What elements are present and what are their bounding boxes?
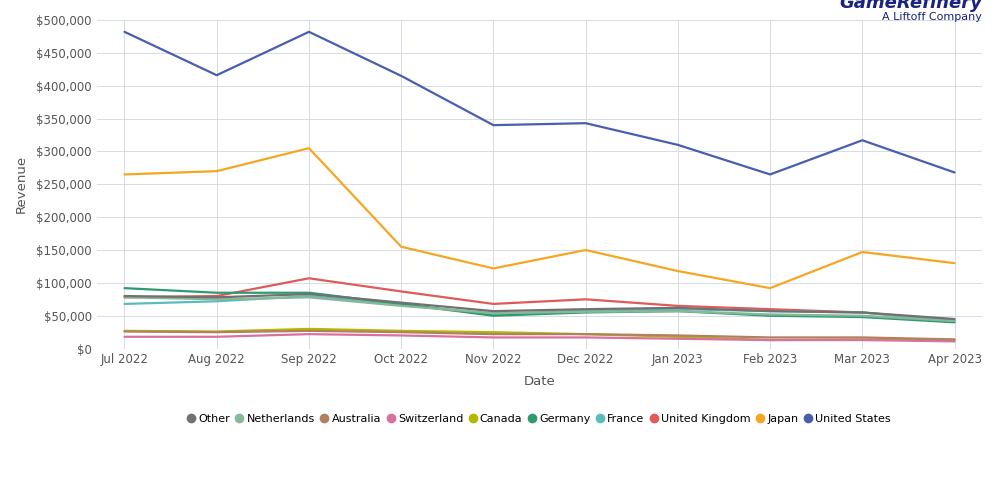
Legend: Other, Netherlands, Australia, Switzerland, Canada, Germany, France, United King: Other, Netherlands, Australia, Switzerla… [188, 413, 891, 424]
Text: A Liftoff Company: A Liftoff Company [882, 12, 982, 22]
Y-axis label: Revenue: Revenue [15, 155, 28, 214]
X-axis label: Date: Date [524, 375, 555, 388]
Text: GameRefinery: GameRefinery [839, 0, 982, 11]
